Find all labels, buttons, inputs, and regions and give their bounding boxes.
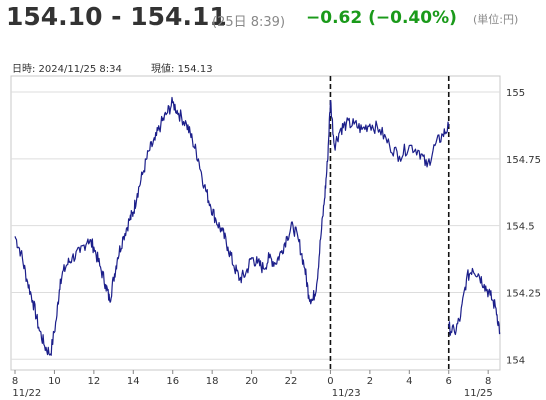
x-tick-label: 18 xyxy=(206,376,219,387)
date-label: 11/25 xyxy=(464,388,493,399)
y-tick-label: 154 xyxy=(506,355,525,366)
x-tick-label: 22 xyxy=(285,376,298,387)
unit-label: (単位:円) xyxy=(473,13,519,26)
price-range: 154.10 - 154.11 xyxy=(6,2,227,31)
hover-datetime: 日時: 2024/11/25 8:34 xyxy=(12,64,122,75)
date-label: 11/23 xyxy=(332,388,361,399)
x-tick-label: 0 xyxy=(327,376,333,387)
x-tick-label: 4 xyxy=(406,376,412,387)
quote-timestamp: (25日 8:39) xyxy=(212,15,286,30)
quote-header: 154.10 - 154.11 (25日 8:39) −0.62 (−0.40%… xyxy=(0,0,546,40)
date-label: 11/22 xyxy=(12,388,41,399)
price-line xyxy=(329,99,450,168)
price-change: −0.62 (−0.40%) xyxy=(306,8,457,28)
x-tick-label: 8 xyxy=(12,376,18,387)
y-tick-label: 154.5 xyxy=(506,222,535,233)
x-tick-label: 8 xyxy=(485,376,491,387)
x-tick-label: 6 xyxy=(446,376,452,387)
x-tick-label: 20 xyxy=(245,376,258,387)
y-tick-label: 154.75 xyxy=(506,155,541,166)
y-tick-label: 154.25 xyxy=(506,288,541,299)
hover-current-price: 現値: 154.13 xyxy=(151,64,213,75)
price-line xyxy=(448,267,501,336)
price-line xyxy=(14,96,332,356)
x-tick-label: 14 xyxy=(127,376,140,387)
y-tick-label: 155 xyxy=(506,88,525,99)
x-tick-label: 16 xyxy=(166,376,179,387)
x-tick-label: 10 xyxy=(48,376,61,387)
chart-info: 日時: 2024/11/25 8:34 現値: 154.13 xyxy=(12,60,239,75)
x-tick-label: 2 xyxy=(367,376,373,387)
plot-frame xyxy=(10,75,501,371)
x-tick-label: 12 xyxy=(87,376,100,387)
